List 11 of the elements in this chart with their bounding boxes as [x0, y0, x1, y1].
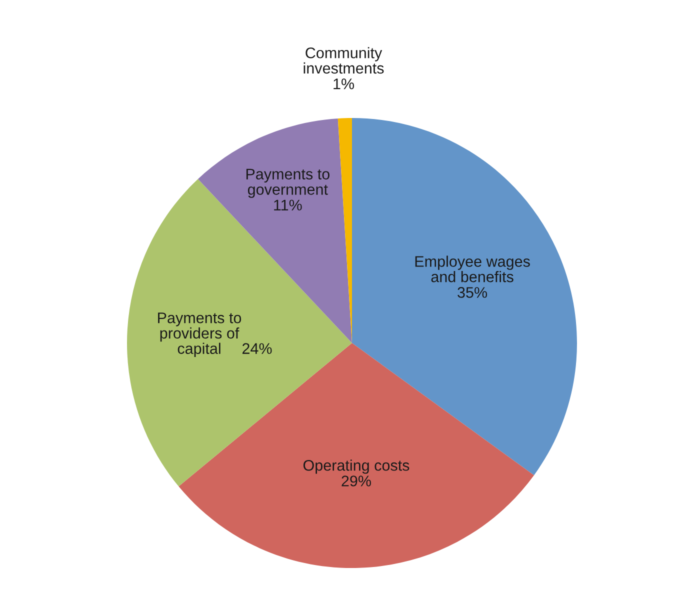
pie-slice: [178, 343, 534, 568]
slice-label: Operating costs: [303, 460, 410, 474]
data-label: 35%: [458, 287, 488, 298]
slice-label: Community investments: [304, 47, 384, 74]
data-label: 24%: [242, 343, 272, 354]
slice-label: Employee wages and benefits: [415, 256, 530, 282]
data-label: 11%: [274, 200, 302, 210]
slice-label: Payments to government: [246, 168, 330, 198]
slice-label: Payments to providers of capital: [158, 312, 242, 357]
data-label: 29%: [342, 476, 371, 486]
data-label: 1%: [334, 78, 354, 90]
